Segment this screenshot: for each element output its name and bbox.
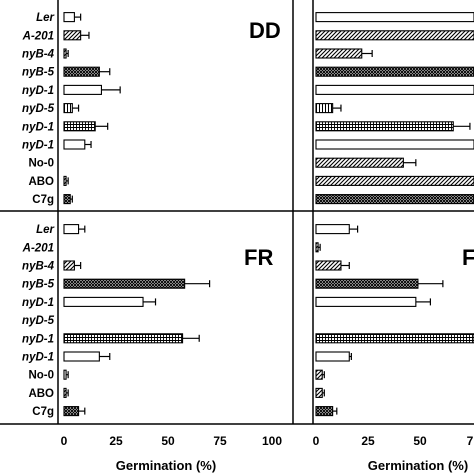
- bar: [63, 194, 71, 205]
- x-tick-label: 25: [109, 434, 123, 448]
- panel-label-dd: DD: [249, 18, 281, 43]
- category-label: No-0: [28, 158, 54, 170]
- bar: [63, 12, 75, 23]
- bar: [315, 12, 474, 23]
- bar: [63, 48, 67, 59]
- category-label: nyB-4: [22, 49, 55, 61]
- bar: [315, 175, 474, 186]
- bar: [315, 103, 334, 114]
- bar: [315, 48, 363, 59]
- category-label: nyD-1: [22, 352, 54, 364]
- category-label: ABO: [28, 176, 54, 188]
- x-tick-label: 50: [413, 434, 427, 448]
- category-label: nyD-1: [22, 85, 54, 97]
- category-label: No-0: [28, 370, 54, 382]
- bar: [315, 139, 474, 150]
- bar: [63, 139, 86, 150]
- x-tick-label: 25: [361, 434, 375, 448]
- x-tick-label: 50: [161, 434, 175, 448]
- bar: [63, 333, 184, 344]
- category-label: A-201: [22, 242, 54, 254]
- category-label: nyD-1: [22, 297, 54, 309]
- category-label: nyB-5: [22, 67, 55, 79]
- bar: [63, 351, 100, 362]
- category-label: nyB-5: [22, 279, 55, 291]
- bar: [315, 278, 419, 289]
- bar: [63, 278, 186, 289]
- bar: [315, 242, 319, 253]
- bar: [63, 121, 96, 132]
- bar: [315, 406, 334, 417]
- category-label: C7g: [32, 406, 54, 418]
- panel-label-fr: FR: [244, 245, 273, 270]
- bar: [315, 351, 350, 362]
- bar: [63, 406, 80, 417]
- bar: [315, 260, 342, 271]
- bar: [315, 121, 454, 132]
- category-label: nyD-5: [22, 103, 55, 115]
- x-axis-title: Germination (%): [116, 458, 216, 473]
- bar: [63, 103, 73, 114]
- category-label: Ler: [36, 12, 54, 24]
- bar: [63, 260, 75, 271]
- bar: [315, 224, 350, 235]
- x-tick-label: 0: [61, 434, 68, 448]
- bar: [63, 296, 144, 307]
- category-label: nyD-5: [22, 315, 55, 327]
- bar: [315, 84, 474, 95]
- x-tick-label: 0: [313, 434, 320, 448]
- bar: [63, 66, 100, 77]
- bar: [63, 369, 67, 380]
- bar: [315, 333, 474, 344]
- category-label: nyD-1: [22, 121, 54, 133]
- bar: [315, 296, 417, 307]
- bar: [63, 30, 82, 41]
- bar: [63, 387, 67, 398]
- category-label: nyB-4: [22, 261, 55, 273]
- panel-label-f: F: [462, 245, 474, 270]
- bar: [315, 30, 474, 41]
- bar: [63, 175, 67, 186]
- x-tick-label: 75: [213, 434, 227, 448]
- x-tick-label: 7: [467, 434, 474, 448]
- bar: [315, 369, 323, 380]
- category-label: C7g: [32, 194, 54, 206]
- category-label: nyD-1: [22, 333, 54, 345]
- bar: [315, 194, 474, 205]
- bar: [315, 387, 323, 398]
- x-axis-title: Germination (%): [368, 458, 468, 473]
- bar: [315, 66, 474, 77]
- category-label: nyD-1: [22, 140, 54, 152]
- bar: [63, 224, 80, 235]
- category-label: Ler: [36, 224, 54, 236]
- x-tick-label: 100: [262, 434, 282, 448]
- category-label: ABO: [28, 388, 54, 400]
- bar: [63, 84, 102, 95]
- bar: [315, 157, 404, 168]
- category-label: A-201: [22, 30, 54, 42]
